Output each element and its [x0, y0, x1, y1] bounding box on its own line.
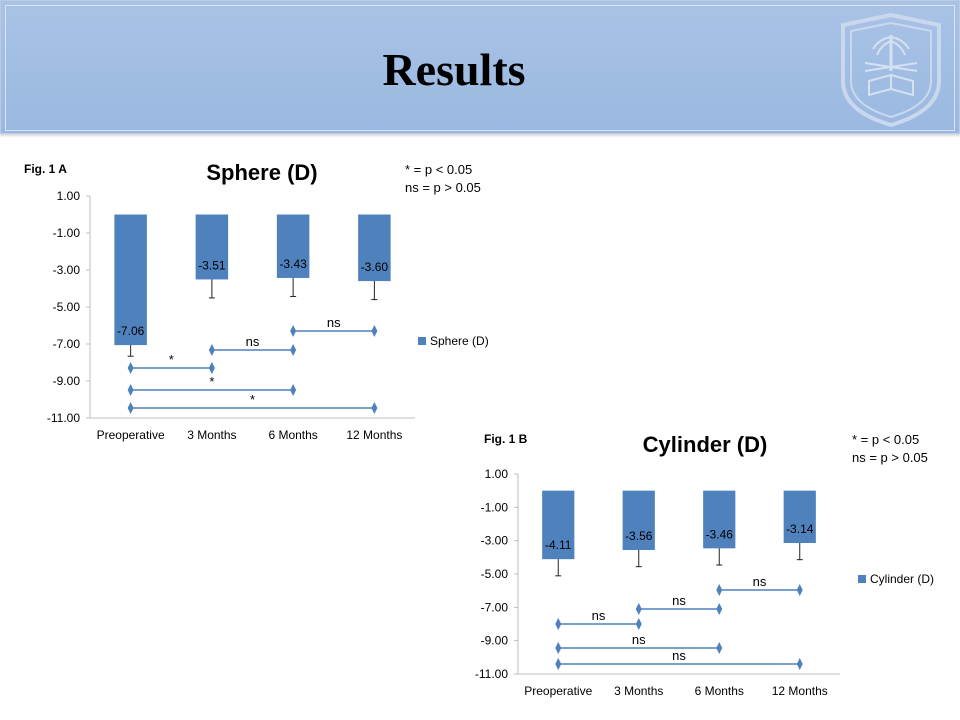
y-tick-label: -7.00: [481, 600, 509, 614]
data-label: -4.11: [545, 538, 572, 552]
comparison-label: *: [209, 374, 214, 389]
bar: [622, 490, 655, 550]
y-tick-label: -3.00: [481, 534, 509, 548]
y-tick-label: -9.00: [481, 634, 509, 648]
category-label: Preoperative: [97, 428, 165, 442]
comparison-diamond: [208, 344, 215, 356]
comparison-diamond: [290, 384, 297, 396]
comparison-diamond: [290, 325, 297, 337]
comparison-diamond: [127, 384, 134, 396]
comparison-diamond: [555, 658, 562, 670]
comparison-diamond: [555, 642, 562, 654]
bar: [703, 490, 736, 549]
comparison-label: ns: [753, 574, 767, 589]
bar: [358, 214, 391, 282]
y-tick-label: -1.00: [481, 500, 509, 514]
legend-swatch: [418, 337, 426, 345]
category-label: Preoperative: [524, 684, 592, 698]
comparison-label: ns: [327, 315, 341, 330]
sphere-chart: 1.00 -1.00 -3.00 -5.00 -7.00 -9.00 -11.00 -7.06…: [24, 160, 489, 442]
y-tick-label: -7.00: [53, 337, 81, 351]
bar: [195, 214, 229, 280]
comparison-diamond: [371, 402, 378, 414]
comparison-diamond: [290, 344, 297, 356]
comparison-diamond: [127, 402, 134, 414]
significance-key: ns = p > 0.05: [405, 180, 481, 195]
y-tick-label: 1.00: [485, 467, 509, 481]
comparison-label: *: [250, 392, 255, 407]
significance-key: * = p < 0.05: [405, 162, 472, 177]
y-tick-label: -9.00: [53, 374, 81, 388]
data-label: -3.56: [625, 529, 653, 543]
comparison-diamond: [208, 362, 215, 374]
y-tick-label: -1.00: [53, 226, 81, 240]
y-tick-label: -5.00: [53, 300, 81, 314]
comparison-diamond: [716, 642, 723, 654]
comparison-diamond: [796, 658, 803, 670]
bar: [276, 214, 310, 278]
category-label: 6 Months: [268, 428, 317, 442]
data-label: -7.06: [117, 324, 145, 338]
comparison-label: *: [169, 352, 174, 367]
y-tick-label: -11.00: [47, 411, 80, 425]
significance-key: * = p < 0.05: [852, 432, 919, 447]
data-label: -3.14: [786, 522, 814, 536]
bar: [783, 490, 816, 543]
comparison-diamond: [555, 618, 562, 630]
comparison-diamond: [635, 603, 642, 615]
y-tick-label: 1.00: [57, 189, 81, 203]
banner-frame: [5, 5, 955, 131]
figure-label: Fig. 1 A: [24, 162, 67, 176]
comparison-diamond: [127, 362, 134, 374]
data-label: -3.51: [198, 258, 226, 272]
comparison-label: ns: [592, 608, 606, 623]
title-banner: Results: [0, 0, 960, 134]
chart-title: Cylinder (D): [643, 432, 768, 457]
comparison-label: ns: [632, 632, 646, 647]
slide-title: Results: [382, 44, 526, 95]
bar: [114, 214, 147, 346]
data-label: -3.43: [279, 257, 307, 271]
y-tick-label: -5.00: [481, 567, 509, 581]
legend-swatch: [858, 575, 866, 583]
legend-label: Cylinder (D): [870, 572, 934, 586]
bar: [542, 490, 575, 560]
comparison-diamond: [716, 603, 723, 615]
category-label: 12 Months: [346, 428, 402, 442]
y-tick-label: -3.00: [53, 263, 81, 277]
comparison-diamond: [371, 325, 378, 337]
data-label: -3.60: [361, 260, 389, 274]
y-tick-label: -11.00: [475, 667, 508, 681]
figure-label: Fig. 1 B: [484, 432, 528, 446]
comparison-label: ns: [672, 648, 686, 663]
comparison-label: ns: [246, 334, 260, 349]
category-label: 12 Months: [772, 684, 828, 698]
category-label: 3 Months: [187, 428, 236, 442]
comparison-diamond: [716, 584, 723, 596]
significance-key: ns = p > 0.05: [852, 450, 928, 465]
comparison-label: ns: [672, 593, 686, 608]
data-label: -3.46: [706, 527, 734, 541]
cylinder-chart: 1.00 -1.00 -3.00 -5.00 -7.00 -9.00 -11.00 -4.11…: [475, 432, 934, 698]
comparison-diamond: [635, 618, 642, 630]
comparison-diamond: [796, 584, 803, 596]
category-label: 6 Months: [695, 684, 744, 698]
chart-title: Sphere (D): [206, 160, 317, 185]
legend-label: Sphere (D): [430, 334, 489, 348]
university-seal-icon: [841, 12, 941, 127]
category-label: 3 Months: [614, 684, 663, 698]
